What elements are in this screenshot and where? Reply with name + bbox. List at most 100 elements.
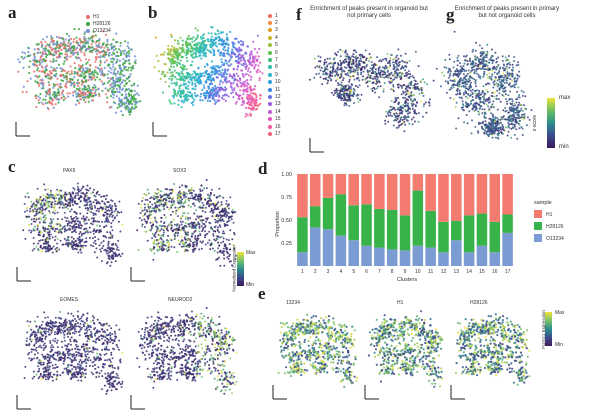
umap-point: [401, 72, 404, 75]
umap-point: [497, 75, 500, 78]
umap-point: [214, 41, 217, 44]
umap-point: [218, 83, 221, 86]
umap-point: [214, 33, 218, 36]
umap-point: [36, 47, 39, 50]
umap-point: [36, 81, 39, 84]
umap-point: [44, 102, 47, 105]
umap-point: [471, 77, 474, 80]
umap-point: [228, 80, 231, 83]
umap-point: [76, 71, 79, 74]
umap-point: [110, 53, 113, 57]
umap-point: [213, 84, 217, 87]
umap-point: [73, 223, 76, 226]
umap-point: [220, 61, 223, 64]
umap-point: [79, 98, 83, 101]
umap-point: [39, 79, 42, 82]
umap-point: [467, 93, 470, 96]
umap-point: [337, 64, 340, 67]
umap-point: [383, 67, 386, 70]
umap-point: [393, 113, 395, 116]
umap-point: [209, 66, 212, 69]
umap-point: [35, 43, 38, 46]
umap-point: [242, 93, 245, 96]
umap-point: [20, 55, 23, 59]
cluster-legend-item: 16: [268, 123, 281, 130]
umap-point: [51, 37, 54, 40]
umap-point: [50, 76, 53, 80]
umap-point: [51, 93, 55, 96]
umap-point: [496, 117, 499, 120]
umap-point: [22, 66, 25, 69]
umap-point: [101, 74, 104, 77]
umap-point: [485, 89, 488, 92]
umap-point: [82, 73, 85, 76]
umap-point: [509, 116, 512, 119]
umap-point: [235, 83, 239, 86]
umap-point: [32, 242, 35, 245]
umap-point: [406, 61, 409, 64]
umap-point: [202, 33, 205, 36]
umap-point: [485, 103, 488, 106]
umap-point: [207, 97, 210, 100]
umap-point: [111, 236, 114, 239]
umap-point: [240, 63, 243, 66]
umap-point: [476, 56, 479, 59]
umap-point: [40, 40, 43, 44]
umap-point: [94, 94, 97, 97]
umap-point: [240, 59, 243, 62]
umap-point: [78, 48, 81, 51]
umap-point: [237, 75, 240, 78]
umap-point: [249, 108, 252, 111]
umap-point: [345, 94, 348, 97]
umap-point: [222, 52, 225, 55]
umap-point: [355, 55, 358, 58]
umap-point: [403, 61, 406, 64]
umap-point: [456, 57, 459, 59]
umap-point: [244, 80, 247, 83]
umap-point: [248, 54, 251, 57]
umap-point: [456, 82, 459, 85]
umap-point: [411, 123, 414, 126]
umap-point: [207, 73, 210, 76]
umap-panel-b: [152, 25, 264, 137]
umap-point: [344, 87, 346, 90]
umap-point: [387, 120, 390, 123]
umap-point: [49, 97, 52, 100]
umap-point: [253, 47, 256, 51]
umap-point: [237, 41, 240, 44]
umap-point: [516, 77, 519, 80]
umap-point: [79, 248, 82, 251]
umap-point: [102, 30, 105, 33]
cluster-legend-item: 2: [268, 19, 281, 26]
umap-point: [101, 50, 104, 53]
umap-point: [356, 71, 359, 74]
umap-point: [82, 69, 85, 72]
umap-point: [215, 94, 218, 98]
umap-point: [484, 125, 487, 128]
umap-point: [49, 189, 52, 192]
umap-point: [513, 78, 516, 80]
umap-point: [190, 78, 193, 81]
umap-point: [118, 67, 122, 70]
panel-label-c: c: [8, 157, 16, 176]
umap-point: [212, 79, 215, 82]
umap-point: [235, 37, 238, 40]
umap-point: [511, 75, 514, 78]
umap-point: [474, 49, 477, 52]
umap-point: [43, 246, 46, 249]
umap-point: [469, 76, 472, 79]
umap-point: [345, 89, 348, 92]
umap-point: [115, 95, 118, 98]
umap-point: [89, 187, 92, 190]
umap-point: [335, 91, 338, 93]
umap-point: [361, 65, 364, 68]
umap-point: [223, 45, 226, 48]
umap-point: [455, 93, 458, 96]
umap-point: [129, 100, 132, 103]
umap-point: [58, 53, 62, 56]
umap-point: [341, 97, 344, 100]
umap-point: [319, 60, 322, 63]
umap-point: [117, 78, 120, 81]
umap-point: [477, 65, 480, 68]
umap-point: [134, 59, 137, 62]
